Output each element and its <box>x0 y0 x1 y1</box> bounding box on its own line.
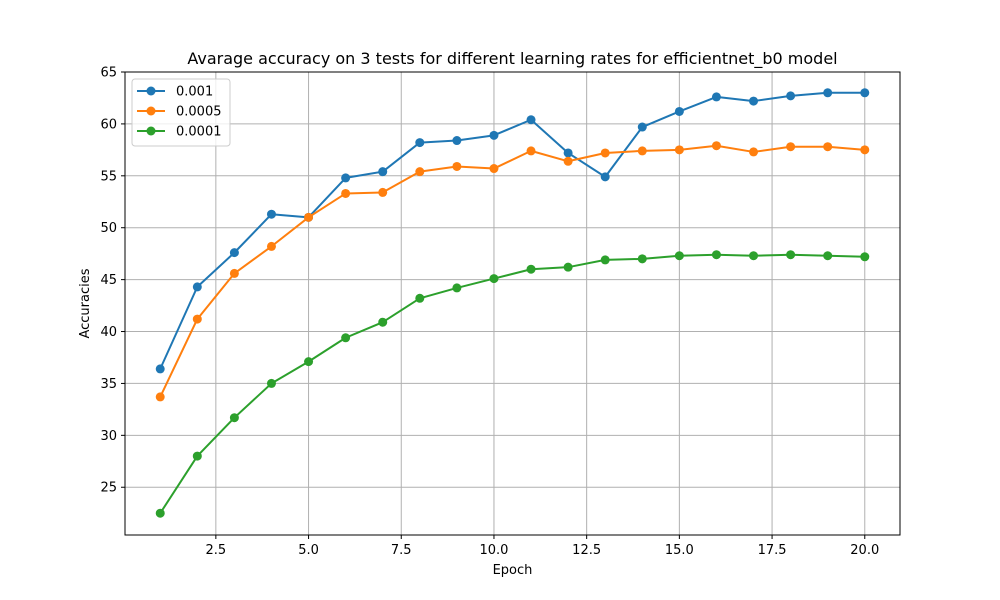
data-point <box>600 148 610 158</box>
legend-box <box>131 78 231 147</box>
data-point <box>563 156 573 166</box>
data-point <box>563 148 573 158</box>
series-line <box>159 91 865 370</box>
data-point <box>452 161 462 171</box>
data-point <box>600 172 610 182</box>
data-point <box>600 255 610 265</box>
data-point <box>637 254 647 264</box>
legend-label: 0.0001 <box>176 125 222 140</box>
data-point <box>304 212 314 222</box>
y-tick-label: 45 <box>100 273 117 288</box>
y-tick-label: 25 <box>100 481 117 496</box>
legend-marker <box>146 106 156 116</box>
data-point <box>860 88 870 98</box>
series-0 <box>155 88 870 374</box>
data-point <box>304 357 314 367</box>
data-point <box>192 451 202 461</box>
x-tick-label: 12.5 <box>572 543 601 558</box>
data-point <box>526 264 536 274</box>
data-point <box>452 136 462 146</box>
data-point <box>489 274 499 284</box>
data-point <box>860 252 870 262</box>
data-point <box>341 173 351 183</box>
data-point <box>749 96 759 106</box>
data-point <box>526 115 536 125</box>
data-point <box>674 251 684 261</box>
data-point <box>415 293 425 303</box>
series-1 <box>155 141 870 402</box>
legend-label: 0.001 <box>176 85 213 100</box>
x-tick-label: 10.0 <box>479 543 508 558</box>
data-point <box>823 88 833 98</box>
data-point <box>341 188 351 198</box>
y-tick-label: 35 <box>100 377 117 392</box>
data-point <box>674 106 684 116</box>
x-tick-label: 17.5 <box>758 543 787 558</box>
y-tick-label: 40 <box>100 325 117 340</box>
legend-marker <box>146 86 156 96</box>
data-point <box>341 333 351 343</box>
y-tick-label: 50 <box>100 221 117 236</box>
series-line <box>159 144 865 398</box>
plot-frame <box>124 71 901 536</box>
data-point <box>711 141 721 151</box>
data-point <box>192 282 202 292</box>
series-2 <box>155 250 870 518</box>
data-point <box>674 145 684 155</box>
y-axis-title: Accuracies <box>78 268 93 338</box>
data-point <box>155 364 165 374</box>
data-point <box>192 314 202 324</box>
x-tick-label: 7.5 <box>391 543 412 558</box>
chart-title: Avarage accuracy on 3 tests for differen… <box>187 49 837 69</box>
data-point <box>229 268 239 278</box>
y-tick-label: 65 <box>100 66 117 81</box>
data-point <box>266 241 276 251</box>
data-point <box>637 146 647 156</box>
y-tick-label: 30 <box>100 429 117 444</box>
data-point <box>526 146 536 156</box>
series-line <box>159 253 865 514</box>
x-tick-label: 15.0 <box>665 543 694 558</box>
data-point <box>415 138 425 148</box>
data-point <box>378 167 388 177</box>
data-point <box>786 142 796 152</box>
data-point <box>749 251 759 261</box>
data-point <box>229 248 239 258</box>
data-point <box>786 250 796 260</box>
x-tick-label: 2.5 <box>206 543 227 558</box>
y-tick-label: 55 <box>100 169 117 184</box>
data-point <box>155 392 165 402</box>
y-tick-label: 60 <box>100 117 117 132</box>
data-point <box>749 147 759 157</box>
data-point <box>563 262 573 272</box>
data-point <box>378 317 388 327</box>
series-layer <box>155 88 870 518</box>
data-point <box>415 167 425 177</box>
x-axis-title: Epoch <box>493 563 533 578</box>
axis-ticks: 2.5 5.0 7.5 10.0 12.5 15.0 17.5 20.0 25 30 35 40 45 5… <box>100 66 879 559</box>
x-tick-label: 20.0 <box>850 543 879 558</box>
x-tick-label: 5.0 <box>298 543 319 558</box>
data-point <box>452 283 462 293</box>
data-point <box>229 413 239 423</box>
data-point <box>786 91 796 101</box>
data-point <box>489 130 499 140</box>
data-point <box>823 251 833 261</box>
data-point <box>378 187 388 197</box>
data-point <box>489 164 499 174</box>
data-point <box>266 209 276 219</box>
legend: 0.001 0.0005 0.0001 <box>131 78 231 147</box>
data-point <box>860 145 870 155</box>
legend-label: 0.0005 <box>176 105 222 120</box>
data-point <box>711 250 721 260</box>
data-point <box>155 508 165 518</box>
data-point <box>637 122 647 132</box>
data-point <box>823 142 833 152</box>
legend-marker <box>146 126 156 136</box>
data-point <box>711 92 721 102</box>
data-point <box>266 378 276 388</box>
